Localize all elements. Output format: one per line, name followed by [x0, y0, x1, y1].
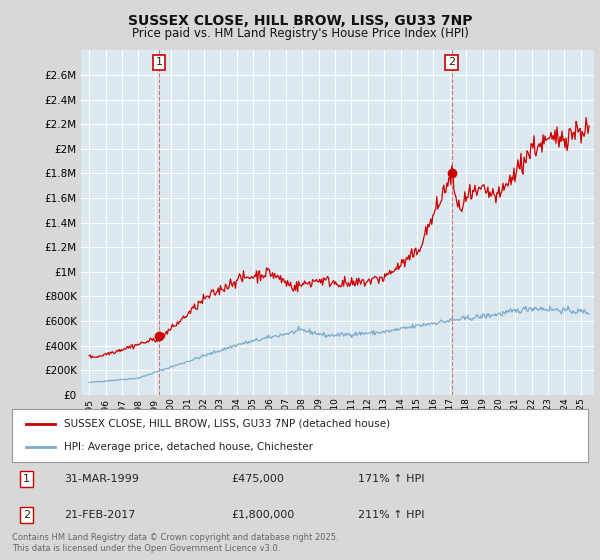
Text: 2: 2	[448, 58, 455, 67]
Text: £1,800,000: £1,800,000	[231, 510, 294, 520]
Text: 2: 2	[23, 510, 30, 520]
Text: 211% ↑ HPI: 211% ↑ HPI	[358, 510, 424, 520]
Text: SUSSEX CLOSE, HILL BROW, LISS, GU33 7NP (detached house): SUSSEX CLOSE, HILL BROW, LISS, GU33 7NP …	[64, 419, 390, 429]
Text: 1: 1	[23, 474, 30, 484]
Text: 31-MAR-1999: 31-MAR-1999	[64, 474, 139, 484]
Text: Contains HM Land Registry data © Crown copyright and database right 2025.
This d: Contains HM Land Registry data © Crown c…	[12, 533, 338, 553]
Text: HPI: Average price, detached house, Chichester: HPI: Average price, detached house, Chic…	[64, 442, 313, 452]
Text: 1: 1	[155, 58, 163, 67]
Text: 171% ↑ HPI: 171% ↑ HPI	[358, 474, 424, 484]
Text: £475,000: £475,000	[231, 474, 284, 484]
Text: Price paid vs. HM Land Registry's House Price Index (HPI): Price paid vs. HM Land Registry's House …	[131, 27, 469, 40]
Text: 21-FEB-2017: 21-FEB-2017	[64, 510, 135, 520]
Text: SUSSEX CLOSE, HILL BROW, LISS, GU33 7NP: SUSSEX CLOSE, HILL BROW, LISS, GU33 7NP	[128, 14, 472, 28]
